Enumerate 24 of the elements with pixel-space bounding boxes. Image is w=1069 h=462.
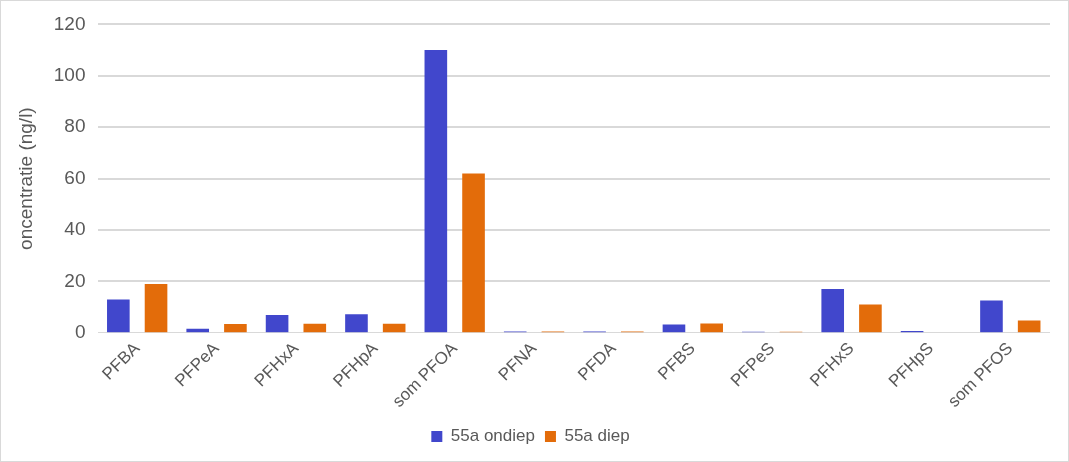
y-tick-label: 80 — [64, 115, 86, 137]
y-axis-title: oncentratie (ng/l) — [14, 107, 36, 250]
bar — [1017, 320, 1041, 333]
y-tick-label: 120 — [53, 12, 86, 34]
bar — [224, 324, 247, 333]
bar — [144, 283, 168, 333]
bar — [265, 315, 289, 333]
y-tick-label: 60 — [64, 166, 86, 188]
bar — [859, 304, 882, 333]
bar — [424, 50, 448, 333]
bar — [821, 289, 845, 333]
bar — [303, 323, 327, 333]
y-tick-label: 100 — [53, 64, 86, 86]
legend-label: 55a diep — [564, 426, 630, 446]
legend-label: 55a ondiep — [450, 426, 535, 446]
y-tick-label: 40 — [64, 218, 86, 240]
bar — [462, 173, 485, 333]
bar — [382, 323, 406, 333]
bar — [107, 299, 130, 333]
y-tick-label: 0 — [74, 321, 86, 343]
bar — [345, 314, 368, 333]
bar — [980, 300, 1003, 333]
bar — [700, 323, 723, 333]
y-tick-label: 20 — [64, 269, 86, 291]
